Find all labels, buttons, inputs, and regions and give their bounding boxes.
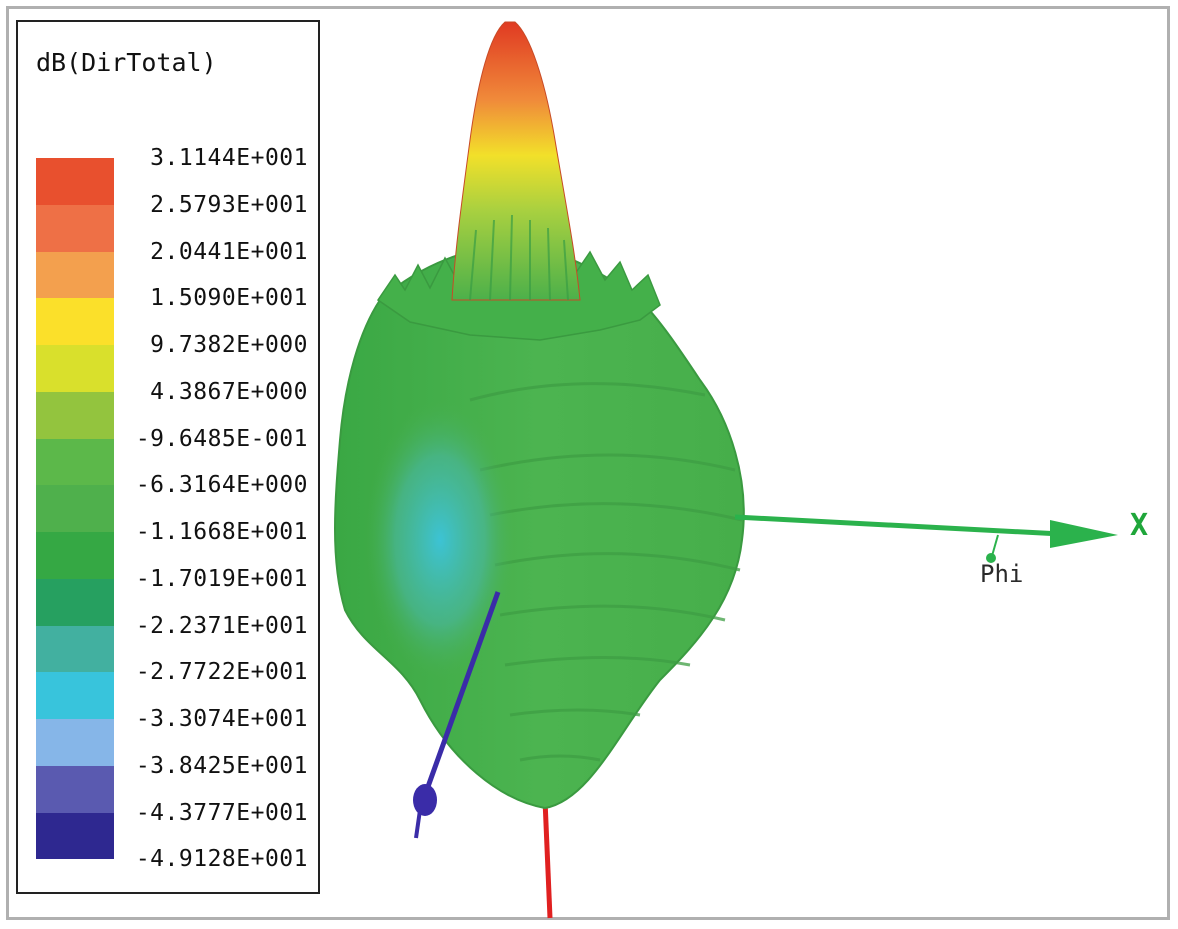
legend-tick-label: -2.2371E+001 bbox=[135, 612, 308, 639]
x-axis-arrowhead bbox=[1050, 520, 1118, 548]
legend-swatch bbox=[36, 204, 114, 252]
main-lobe bbox=[451, 21, 581, 301]
phi-marker-dot bbox=[986, 553, 996, 563]
legend-tick-label: 3.1144E+001 bbox=[150, 145, 308, 171]
phi-marker-stem bbox=[991, 534, 999, 557]
legend-swatch bbox=[36, 438, 114, 486]
color-legend: dB(DirTotal) 3.1144E+001 2.5793E+001 2.044… bbox=[16, 20, 320, 894]
legend-swatch bbox=[36, 298, 114, 345]
legend-swatch bbox=[36, 532, 114, 579]
x-axis-label: X bbox=[1130, 508, 1149, 543]
legend-swatch bbox=[36, 765, 114, 813]
phi-label: Phi bbox=[980, 560, 1024, 588]
legend-title: dB(DirTotal) bbox=[36, 48, 217, 77]
legend-tick-label: -1.1668E+001 bbox=[135, 519, 308, 545]
legend-tick-label: 9.7382E+000 bbox=[150, 332, 308, 358]
pattern-rings bbox=[469, 382, 743, 762]
legend-swatch bbox=[36, 391, 114, 439]
y-axis-arrowhead bbox=[413, 784, 437, 816]
legend-swatch bbox=[36, 251, 114, 299]
y-axis-line bbox=[422, 591, 501, 796]
legend-swatch bbox=[36, 719, 114, 766]
z-axis-line bbox=[542, 799, 553, 919]
legend-ticks: 3.1144E+001 2.5793E+001 2.0441E+001 1.5090E… bbox=[108, 146, 308, 894]
legend-swatch bbox=[36, 485, 114, 532]
legend-tick-label: -3.8425E+001 bbox=[135, 752, 308, 779]
legend-tick-label: 1.5090E+001 bbox=[150, 285, 308, 312]
legend-tick-label: 2.0441E+001 bbox=[150, 238, 308, 265]
legend-swatch bbox=[36, 578, 114, 626]
legend-swatch bbox=[36, 345, 114, 392]
legend-swatch bbox=[36, 158, 114, 205]
legend-tick-label: 2.5793E+001 bbox=[150, 191, 308, 218]
legend-tick-label: -4.3777E+001 bbox=[135, 799, 308, 826]
legend-tick-label: -2.7722E+001 bbox=[135, 659, 308, 686]
legend-tick-label: -6.3164E+000 bbox=[135, 472, 308, 499]
legend-tick-label: -9.6485E-001 bbox=[135, 425, 308, 452]
legend-colorbar bbox=[36, 158, 114, 860]
legend-tick-label: -1.7019E+001 bbox=[135, 565, 308, 592]
x-axis-line bbox=[734, 514, 1081, 538]
legend-tick-label: -4.9128E+001 bbox=[135, 846, 308, 873]
legend-swatch bbox=[36, 812, 114, 860]
legend-tick-label: -3.3074E+001 bbox=[135, 706, 308, 732]
low-gain-region bbox=[365, 400, 515, 680]
legend-swatch bbox=[36, 672, 114, 719]
legend-tick-label: 4.3867E+000 bbox=[150, 378, 308, 405]
legend-swatch bbox=[36, 625, 114, 673]
lobe-spikes bbox=[469, 214, 569, 301]
